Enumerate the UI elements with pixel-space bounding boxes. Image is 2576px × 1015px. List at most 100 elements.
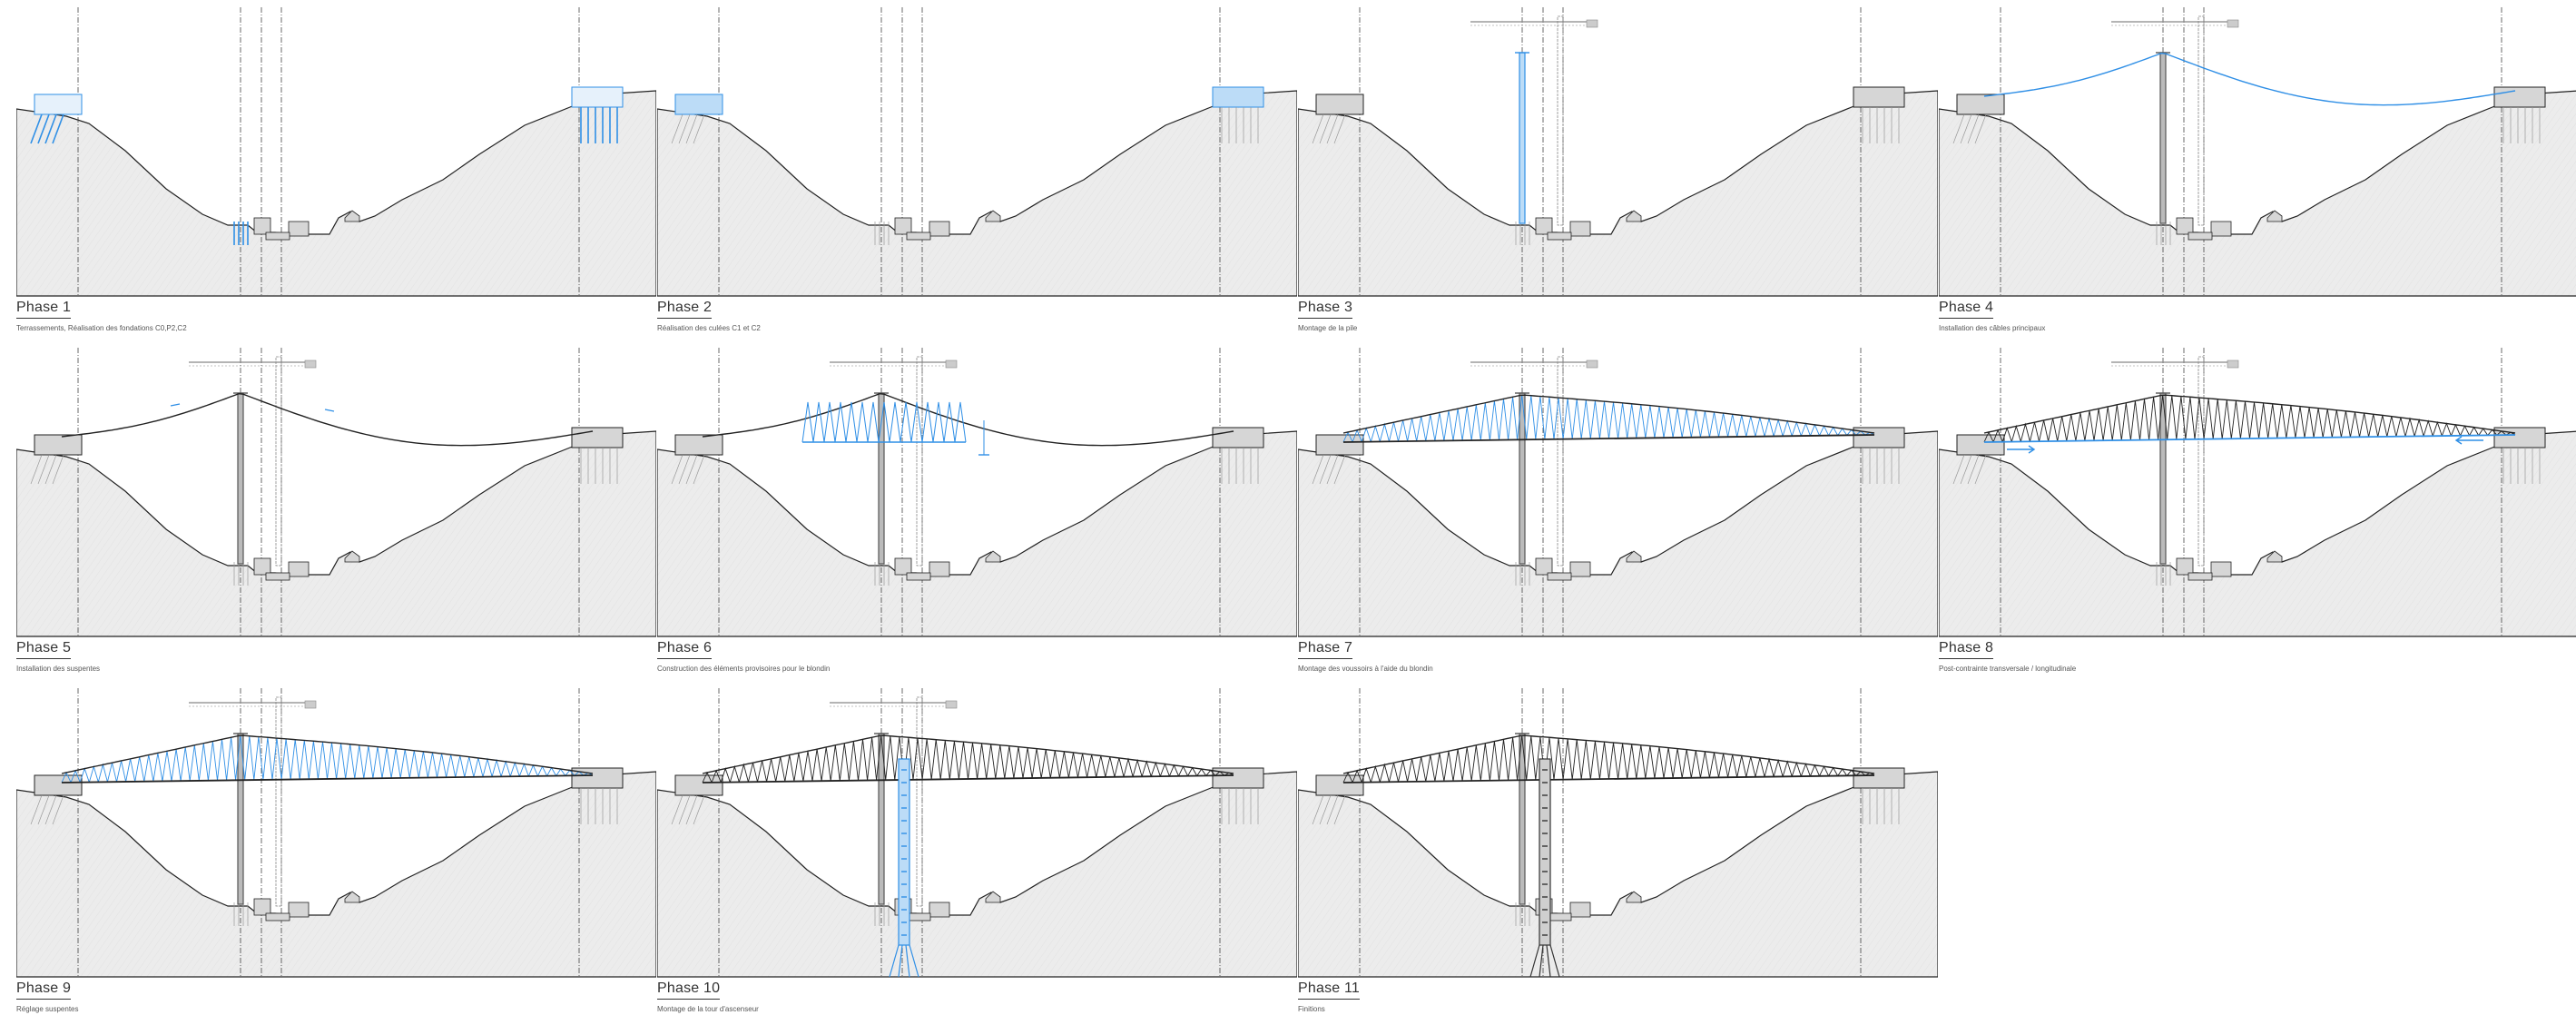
pylon: [237, 392, 244, 565]
abutment-c1: [674, 774, 723, 796]
foundation-pile-c1: [1974, 454, 1987, 485]
foundation-pile-c1: [678, 454, 691, 485]
main-cable: [61, 392, 594, 447]
top-chord: [1342, 394, 1875, 434]
tower-crane: [2111, 356, 2239, 567]
foundation-pile-c1: [671, 113, 683, 144]
foundation-pile-c1: [1319, 794, 1332, 825]
valley-building: [2266, 550, 2283, 563]
foundation-pile-c1: [30, 794, 43, 825]
abutment-c2: [1853, 427, 1905, 448]
foundation-pile-c1: [685, 794, 698, 825]
foundation-pile-c1: [678, 113, 691, 144]
tower-crane: [1470, 356, 1598, 567]
foundation-pile-c1: [693, 113, 705, 144]
foundation-pile-c1: [1333, 454, 1346, 485]
abutment-c2: [2493, 86, 2546, 108]
foundation-pile-c1: [1967, 113, 1980, 144]
foundation-pile-c1: [671, 794, 683, 825]
pile-cap: [906, 912, 931, 921]
foundation-pile-c1: [52, 794, 64, 825]
abutment-c1: [34, 774, 83, 796]
valley-building: [985, 550, 1001, 563]
elevator-tower-legs: [889, 944, 919, 978]
valley-building: [288, 902, 310, 918]
top-chord: [1342, 734, 1875, 774]
phase-panel-6: Phase 6 Construction des éléments provis…: [657, 348, 1297, 675]
valley-building: [894, 557, 912, 576]
elevator-tower: [1539, 758, 1551, 946]
abutment-c2: [571, 86, 624, 108]
phase-6-description: Construction des éléments provisoires po…: [657, 665, 831, 673]
foundation-pile-c1: [685, 454, 698, 485]
hanger-marker: [324, 409, 335, 412]
foundation-pile-c1: [671, 454, 683, 485]
phase-2-diagram: [657, 7, 1297, 297]
foundation-pile-c1: [1312, 794, 1324, 825]
phase-8-title: Phase 8: [1939, 640, 1994, 659]
phase-8-diagram: [1939, 348, 2576, 637]
phase-4-description: Installation des câbles principaux: [1939, 324, 2046, 332]
phase-panel-9: Phase 9 Réglage suspentes: [16, 688, 656, 1015]
pile-cap: [906, 572, 931, 581]
valley-building: [1569, 561, 1591, 577]
crane-mast: [1557, 356, 1564, 567]
crane-mast: [1557, 15, 1564, 226]
deck: [1342, 774, 1875, 783]
foundation-pile-c1: [693, 454, 705, 485]
valley-building: [253, 217, 271, 235]
foundation-pile-c1: [37, 794, 50, 825]
phase-3-title: Phase 3: [1298, 300, 1353, 319]
tower-crane: [189, 356, 317, 567]
valley-building: [344, 210, 360, 222]
valley-building: [1626, 210, 1642, 222]
valley-building: [894, 217, 912, 235]
phase-1-diagram: [16, 7, 656, 297]
foundation-pile-c1: [1326, 794, 1339, 825]
phase-8-description: Post-contrainte transversale / longitudi…: [1939, 665, 2077, 673]
valley-building: [288, 221, 310, 237]
valley-building: [2266, 210, 2283, 222]
phase-7-title: Phase 7: [1298, 640, 1353, 659]
phase-panel-5: Phase 5 Installation des suspentes: [16, 348, 656, 675]
top-chord: [61, 734, 594, 774]
valley-building: [1626, 891, 1642, 903]
phase-panel-7: Phase 7 Montage des voussoirs à l'aide d…: [1298, 348, 1938, 675]
phase-7-caption: Phase 7 Montage des voussoirs à l'aide d…: [1298, 640, 1938, 673]
crane-mast: [2197, 356, 2205, 567]
pile-cap: [2188, 232, 2213, 241]
valley-building: [1535, 557, 1553, 576]
tower-crane: [1470, 15, 1598, 226]
abutment-c1: [34, 94, 83, 115]
abutment-c2: [1212, 86, 1264, 108]
phase-6-title: Phase 6: [657, 640, 713, 659]
tension-arrow-left: [2454, 436, 2483, 445]
phase-panel-3: Phase 3 Montage de la pile: [1298, 7, 1938, 334]
tension-arrow-right: [2007, 445, 2036, 454]
abutment-c2: [1853, 767, 1905, 789]
hanger-marker: [170, 403, 181, 407]
crane-mast: [916, 356, 923, 567]
pile-cap: [265, 912, 290, 921]
foundation-pile-c1: [1312, 454, 1324, 485]
valley-building: [929, 221, 950, 237]
deck: [61, 774, 594, 783]
main-cable: [1983, 52, 2516, 106]
pylon: [1519, 52, 1526, 224]
phase-5-description: Installation des suspentes: [16, 665, 101, 673]
terrain-profile: [16, 90, 656, 297]
valley-building: [344, 550, 360, 563]
phase-panel-10: Phase 10 Montage de la tour d'ascenseur: [657, 688, 1297, 1015]
abutment-c2: [1212, 767, 1264, 789]
crane-counterweight: [2227, 360, 2239, 369]
abutment-c2: [1212, 427, 1264, 448]
phase-11-caption: Phase 11 Finitions: [1298, 981, 1938, 1013]
abutment-c2: [571, 767, 624, 789]
phase-3-description: Montage de la pile: [1298, 324, 1358, 332]
phase-3-caption: Phase 3 Montage de la pile: [1298, 300, 1938, 332]
temporary-truss: [801, 401, 967, 443]
crane-counterweight: [945, 700, 958, 709]
phase-1-description: Terrassements, Réalisation des fondation…: [16, 324, 187, 332]
valley-building: [985, 210, 1001, 222]
